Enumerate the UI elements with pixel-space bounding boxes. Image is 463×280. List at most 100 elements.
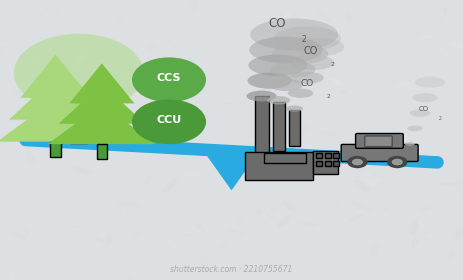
Polygon shape	[9, 76, 102, 120]
Ellipse shape	[323, 234, 331, 237]
Ellipse shape	[282, 12, 291, 25]
FancyBboxPatch shape	[255, 96, 269, 155]
Ellipse shape	[254, 207, 277, 214]
Ellipse shape	[115, 17, 125, 25]
FancyBboxPatch shape	[97, 144, 106, 159]
Ellipse shape	[444, 7, 448, 14]
Ellipse shape	[279, 247, 285, 256]
Ellipse shape	[192, 117, 204, 131]
Ellipse shape	[151, 217, 168, 228]
Ellipse shape	[454, 217, 463, 223]
Ellipse shape	[448, 41, 463, 50]
Ellipse shape	[173, 57, 193, 63]
Ellipse shape	[24, 93, 25, 97]
Ellipse shape	[300, 47, 318, 58]
Ellipse shape	[267, 96, 290, 104]
Polygon shape	[69, 63, 134, 103]
FancyBboxPatch shape	[316, 153, 322, 158]
Ellipse shape	[288, 88, 313, 98]
Ellipse shape	[218, 243, 227, 251]
FancyBboxPatch shape	[325, 153, 331, 158]
Ellipse shape	[304, 43, 313, 47]
Ellipse shape	[250, 36, 323, 63]
Ellipse shape	[192, 229, 195, 232]
Ellipse shape	[357, 265, 382, 272]
Ellipse shape	[191, 263, 194, 265]
Ellipse shape	[401, 133, 407, 141]
Ellipse shape	[265, 76, 287, 82]
Text: shutterstock.com · 2210755671: shutterstock.com · 2210755671	[170, 265, 293, 274]
Ellipse shape	[109, 32, 110, 34]
Ellipse shape	[99, 44, 106, 46]
Ellipse shape	[101, 93, 126, 98]
Circle shape	[132, 99, 206, 144]
Text: CO: CO	[269, 17, 286, 30]
Text: CCS: CCS	[157, 73, 181, 83]
Ellipse shape	[224, 102, 234, 105]
Ellipse shape	[0, 46, 7, 57]
Ellipse shape	[307, 232, 317, 235]
Ellipse shape	[122, 162, 124, 164]
Ellipse shape	[250, 18, 338, 50]
Ellipse shape	[378, 103, 382, 105]
Ellipse shape	[92, 44, 108, 55]
Ellipse shape	[153, 248, 160, 249]
FancyBboxPatch shape	[289, 110, 300, 146]
Ellipse shape	[282, 199, 297, 213]
Ellipse shape	[286, 106, 303, 112]
Ellipse shape	[204, 0, 214, 2]
Text: CO: CO	[301, 79, 314, 88]
Circle shape	[352, 159, 363, 165]
Ellipse shape	[358, 209, 365, 215]
Ellipse shape	[215, 139, 224, 155]
Ellipse shape	[272, 44, 328, 64]
Ellipse shape	[31, 58, 39, 65]
Ellipse shape	[56, 190, 60, 192]
Ellipse shape	[355, 180, 371, 192]
Ellipse shape	[229, 229, 244, 235]
Ellipse shape	[248, 73, 292, 89]
Ellipse shape	[301, 125, 307, 134]
Ellipse shape	[96, 197, 97, 200]
Ellipse shape	[374, 258, 380, 263]
Polygon shape	[48, 104, 156, 144]
Ellipse shape	[294, 38, 344, 56]
Ellipse shape	[366, 178, 381, 188]
Ellipse shape	[382, 269, 388, 274]
Ellipse shape	[417, 36, 432, 40]
Ellipse shape	[386, 139, 395, 152]
Ellipse shape	[421, 94, 430, 109]
Ellipse shape	[276, 67, 296, 71]
Ellipse shape	[366, 174, 372, 184]
FancyBboxPatch shape	[245, 152, 313, 180]
Ellipse shape	[261, 208, 271, 217]
Polygon shape	[58, 84, 145, 124]
Ellipse shape	[144, 176, 152, 186]
Ellipse shape	[228, 155, 250, 162]
FancyBboxPatch shape	[341, 144, 418, 162]
Ellipse shape	[392, 76, 396, 83]
Ellipse shape	[40, 107, 50, 111]
Ellipse shape	[194, 223, 206, 232]
Ellipse shape	[247, 91, 277, 102]
Text: 2: 2	[326, 94, 330, 99]
FancyBboxPatch shape	[313, 151, 338, 174]
Ellipse shape	[68, 100, 72, 107]
Ellipse shape	[439, 182, 459, 186]
Text: CO: CO	[303, 46, 318, 56]
Ellipse shape	[119, 76, 137, 80]
Ellipse shape	[405, 142, 415, 146]
Ellipse shape	[318, 11, 331, 22]
Ellipse shape	[290, 72, 324, 84]
Ellipse shape	[232, 148, 252, 154]
Ellipse shape	[274, 26, 341, 51]
FancyBboxPatch shape	[50, 142, 61, 157]
Ellipse shape	[247, 141, 263, 148]
Ellipse shape	[245, 143, 270, 152]
Ellipse shape	[282, 203, 292, 209]
Ellipse shape	[413, 93, 438, 102]
Ellipse shape	[425, 234, 436, 237]
Ellipse shape	[455, 225, 463, 237]
Circle shape	[392, 159, 403, 165]
Ellipse shape	[410, 219, 419, 235]
